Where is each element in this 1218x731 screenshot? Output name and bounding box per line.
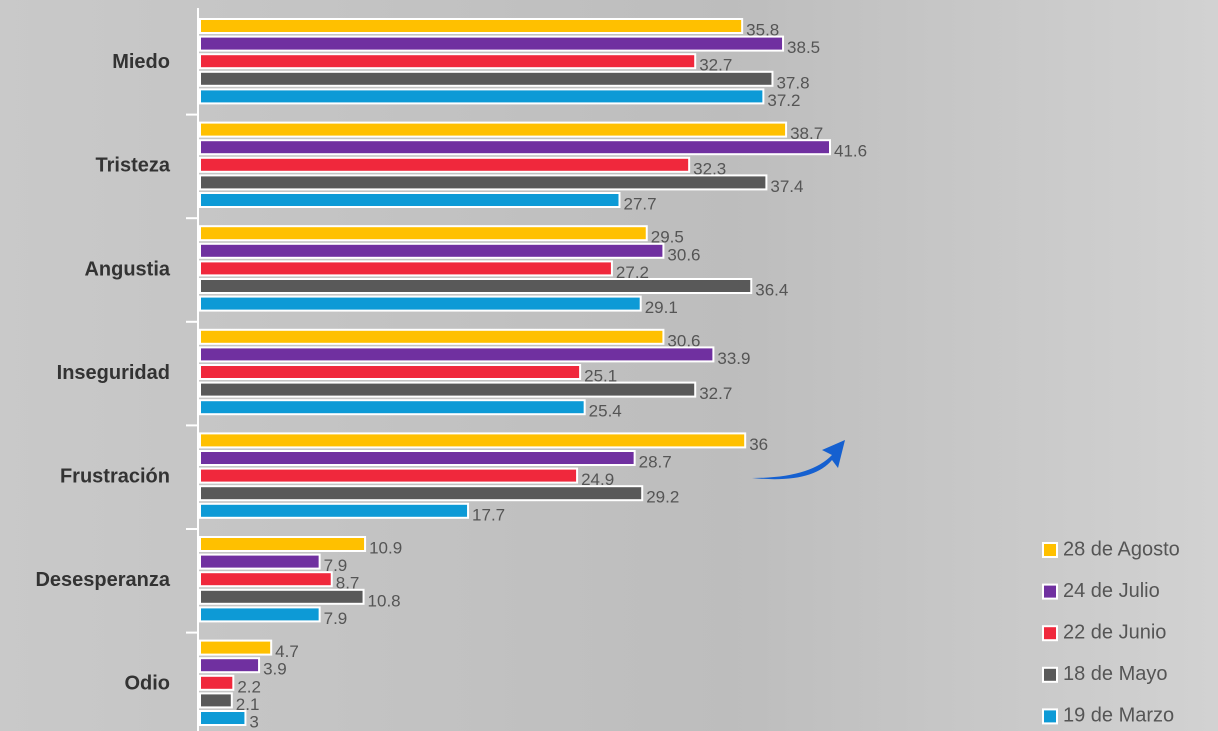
bar — [200, 347, 713, 361]
value-label: 10.8 — [368, 591, 401, 610]
value-label: 37.2 — [767, 91, 800, 110]
bar — [200, 193, 619, 207]
bar — [200, 504, 468, 518]
value-label: 27.7 — [623, 194, 656, 213]
bar — [200, 175, 766, 189]
value-label: 25.4 — [589, 402, 622, 421]
legend-label: 28 de Agosto — [1063, 538, 1180, 560]
value-label: 33.9 — [717, 349, 750, 368]
bar — [200, 89, 763, 103]
legend-swatch — [1043, 543, 1057, 557]
bar — [200, 123, 786, 137]
legend-swatch — [1043, 626, 1057, 640]
value-label: 30.6 — [667, 245, 700, 264]
bar — [200, 279, 751, 293]
value-label: 37.8 — [776, 73, 809, 92]
bar — [200, 590, 364, 604]
bar — [200, 226, 647, 240]
bar — [200, 365, 580, 379]
value-label: 36.4 — [755, 280, 788, 299]
bar — [200, 297, 641, 311]
legend-swatch — [1043, 668, 1057, 682]
value-label: 3.9 — [263, 660, 287, 679]
bar — [200, 711, 245, 725]
bar — [200, 140, 830, 154]
bar — [200, 72, 772, 86]
value-label: 37.4 — [770, 177, 803, 196]
value-label: 17.7 — [472, 505, 505, 524]
bar — [200, 658, 259, 672]
category-label: Desesperanza — [35, 569, 170, 591]
bar — [200, 433, 745, 447]
bar — [200, 37, 783, 51]
category-label: Inseguridad — [57, 362, 170, 384]
bar — [200, 469, 577, 483]
bar — [200, 555, 320, 569]
value-label: 36 — [749, 435, 768, 454]
legend-label: 22 de Junio — [1063, 621, 1166, 643]
value-label: 2.2 — [237, 677, 261, 696]
value-label: 29.1 — [645, 298, 678, 317]
legend-label: 24 de Julio — [1063, 580, 1160, 602]
bar — [200, 158, 689, 172]
bar — [200, 693, 232, 707]
legend-swatch — [1043, 709, 1057, 723]
bar — [200, 641, 271, 655]
bar — [200, 330, 663, 344]
bar — [200, 607, 320, 621]
bar — [200, 486, 642, 500]
value-label: 32.7 — [699, 384, 732, 403]
value-label: 41.6 — [834, 142, 867, 161]
legend-label: 18 de Mayo — [1063, 663, 1168, 685]
category-label: Angustia — [84, 258, 170, 280]
value-label: 10.9 — [369, 538, 402, 557]
bar — [200, 244, 663, 258]
value-label: 38.5 — [787, 38, 820, 57]
value-label: 7.9 — [324, 609, 348, 628]
category-label: Miedo — [112, 51, 170, 73]
bar — [200, 451, 635, 465]
legend-swatch — [1043, 585, 1057, 599]
bar — [200, 54, 695, 68]
value-label: 28.7 — [639, 452, 672, 471]
bar — [200, 400, 585, 414]
value-label: 4.7 — [275, 642, 299, 661]
category-label: Odio — [124, 673, 170, 695]
bar — [200, 19, 742, 33]
chart: Miedo35.838.532.737.837.2Tristeza38.741.… — [0, 0, 1218, 731]
bar — [200, 676, 233, 690]
bar — [200, 572, 332, 586]
bar — [200, 537, 365, 551]
value-label: 29.2 — [646, 488, 679, 507]
bar — [200, 383, 695, 397]
value-label: 3 — [249, 712, 258, 731]
bar — [200, 261, 612, 275]
category-label: Frustración — [60, 465, 170, 487]
legend-label: 19 de Marzo — [1063, 705, 1174, 727]
category-label: Tristeza — [96, 155, 171, 177]
